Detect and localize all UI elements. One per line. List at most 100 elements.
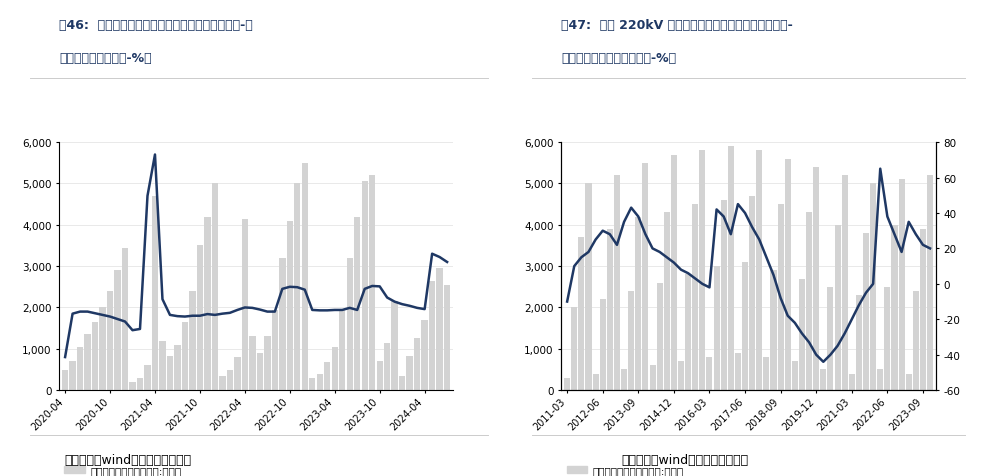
Bar xyxy=(279,258,286,390)
Bar xyxy=(750,197,755,390)
Bar xyxy=(166,357,173,390)
Bar xyxy=(152,197,159,390)
Bar xyxy=(295,184,300,390)
Legend: 电网基本建设投资完成额:累计值, 电网基本建设投资完成额:累计同比: 电网基本建设投资完成额:累计值, 电网基本建设投资完成额:累计同比 xyxy=(566,465,690,476)
Bar xyxy=(920,229,926,390)
Bar xyxy=(799,279,805,390)
Bar xyxy=(160,341,165,390)
Bar xyxy=(671,155,677,390)
Bar xyxy=(137,378,143,390)
Bar xyxy=(806,213,812,390)
Bar xyxy=(92,322,99,390)
Bar xyxy=(628,291,634,390)
Bar xyxy=(863,234,869,390)
Bar xyxy=(62,370,68,390)
Bar xyxy=(174,345,180,390)
Bar xyxy=(898,180,904,390)
Bar xyxy=(399,377,406,390)
Bar xyxy=(927,176,933,390)
Bar xyxy=(264,336,271,390)
Bar xyxy=(212,184,218,390)
Bar xyxy=(354,217,361,390)
Bar xyxy=(834,225,840,390)
Bar xyxy=(204,217,211,390)
Bar xyxy=(332,347,338,390)
Bar xyxy=(686,275,691,390)
Bar xyxy=(735,353,741,390)
Text: 图46:  电网基本建设投资完成累计（左轴：累计值-亿: 图46: 电网基本建设投资完成累计（左轴：累计值-亿 xyxy=(59,19,253,32)
Bar xyxy=(99,308,105,390)
Bar xyxy=(339,310,346,390)
Bar xyxy=(792,361,798,390)
Bar xyxy=(347,258,353,390)
Bar xyxy=(885,287,890,390)
Bar xyxy=(614,176,620,390)
Bar xyxy=(287,221,293,390)
Bar xyxy=(301,163,308,390)
Bar xyxy=(622,370,627,390)
Bar xyxy=(593,374,599,390)
Bar xyxy=(692,205,698,390)
Bar xyxy=(785,159,791,390)
Bar xyxy=(841,176,848,390)
Text: 数据来源：wind、东吴证券研究所: 数据来源：wind、东吴证券研究所 xyxy=(64,454,192,466)
Bar xyxy=(891,225,897,390)
Bar xyxy=(197,246,203,390)
Bar xyxy=(657,283,663,390)
Bar xyxy=(414,339,421,390)
Bar xyxy=(763,357,769,390)
Bar xyxy=(699,151,705,390)
Bar xyxy=(122,248,128,390)
Bar xyxy=(309,378,315,390)
Bar xyxy=(607,229,613,390)
Bar xyxy=(642,163,648,390)
Bar xyxy=(827,287,833,390)
Bar xyxy=(234,357,240,390)
Bar xyxy=(856,296,862,390)
Bar xyxy=(585,184,592,390)
Bar xyxy=(428,281,435,390)
Bar xyxy=(220,377,226,390)
Bar xyxy=(369,176,375,390)
Bar xyxy=(814,168,820,390)
Legend: 电网基本建设投资完成额:累计值, 电网基本建设投资完成额:累计同比: 电网基本建设投资完成额:累计值, 电网基本建设投资完成额:累计同比 xyxy=(64,465,188,476)
Bar xyxy=(376,361,383,390)
Bar xyxy=(129,382,136,390)
Bar xyxy=(145,366,151,390)
Bar xyxy=(821,370,826,390)
Bar xyxy=(249,337,255,390)
Bar xyxy=(361,182,367,390)
Bar xyxy=(713,267,720,390)
Bar xyxy=(85,335,91,390)
Bar xyxy=(422,320,427,390)
Bar xyxy=(316,374,323,390)
Bar xyxy=(391,302,398,390)
Bar xyxy=(77,347,84,390)
Bar xyxy=(742,262,748,390)
Bar xyxy=(600,299,606,390)
Bar xyxy=(678,361,684,390)
Text: 元；右轴：累计同比-%）: 元；右轴：累计同比-%） xyxy=(59,52,152,65)
Bar xyxy=(272,310,278,390)
Bar xyxy=(635,217,641,390)
Bar xyxy=(241,219,248,390)
Bar xyxy=(649,366,656,390)
Bar xyxy=(770,271,776,390)
Bar xyxy=(182,322,188,390)
Bar xyxy=(905,374,912,390)
Text: 图47:  新增 220kV 及以上变电容量累计（左轴：累计值-: 图47: 新增 220kV 及以上变电容量累计（左轴：累计值- xyxy=(561,19,793,32)
Bar xyxy=(436,268,443,390)
Bar xyxy=(706,357,712,390)
Bar xyxy=(384,343,390,390)
Bar xyxy=(106,291,113,390)
Bar xyxy=(756,151,762,390)
Bar xyxy=(777,205,784,390)
Bar xyxy=(407,357,413,390)
Bar xyxy=(227,370,233,390)
Bar xyxy=(564,378,570,390)
Bar xyxy=(870,184,876,390)
Bar xyxy=(189,291,196,390)
Bar xyxy=(114,271,121,390)
Bar xyxy=(664,213,670,390)
Bar xyxy=(69,361,76,390)
